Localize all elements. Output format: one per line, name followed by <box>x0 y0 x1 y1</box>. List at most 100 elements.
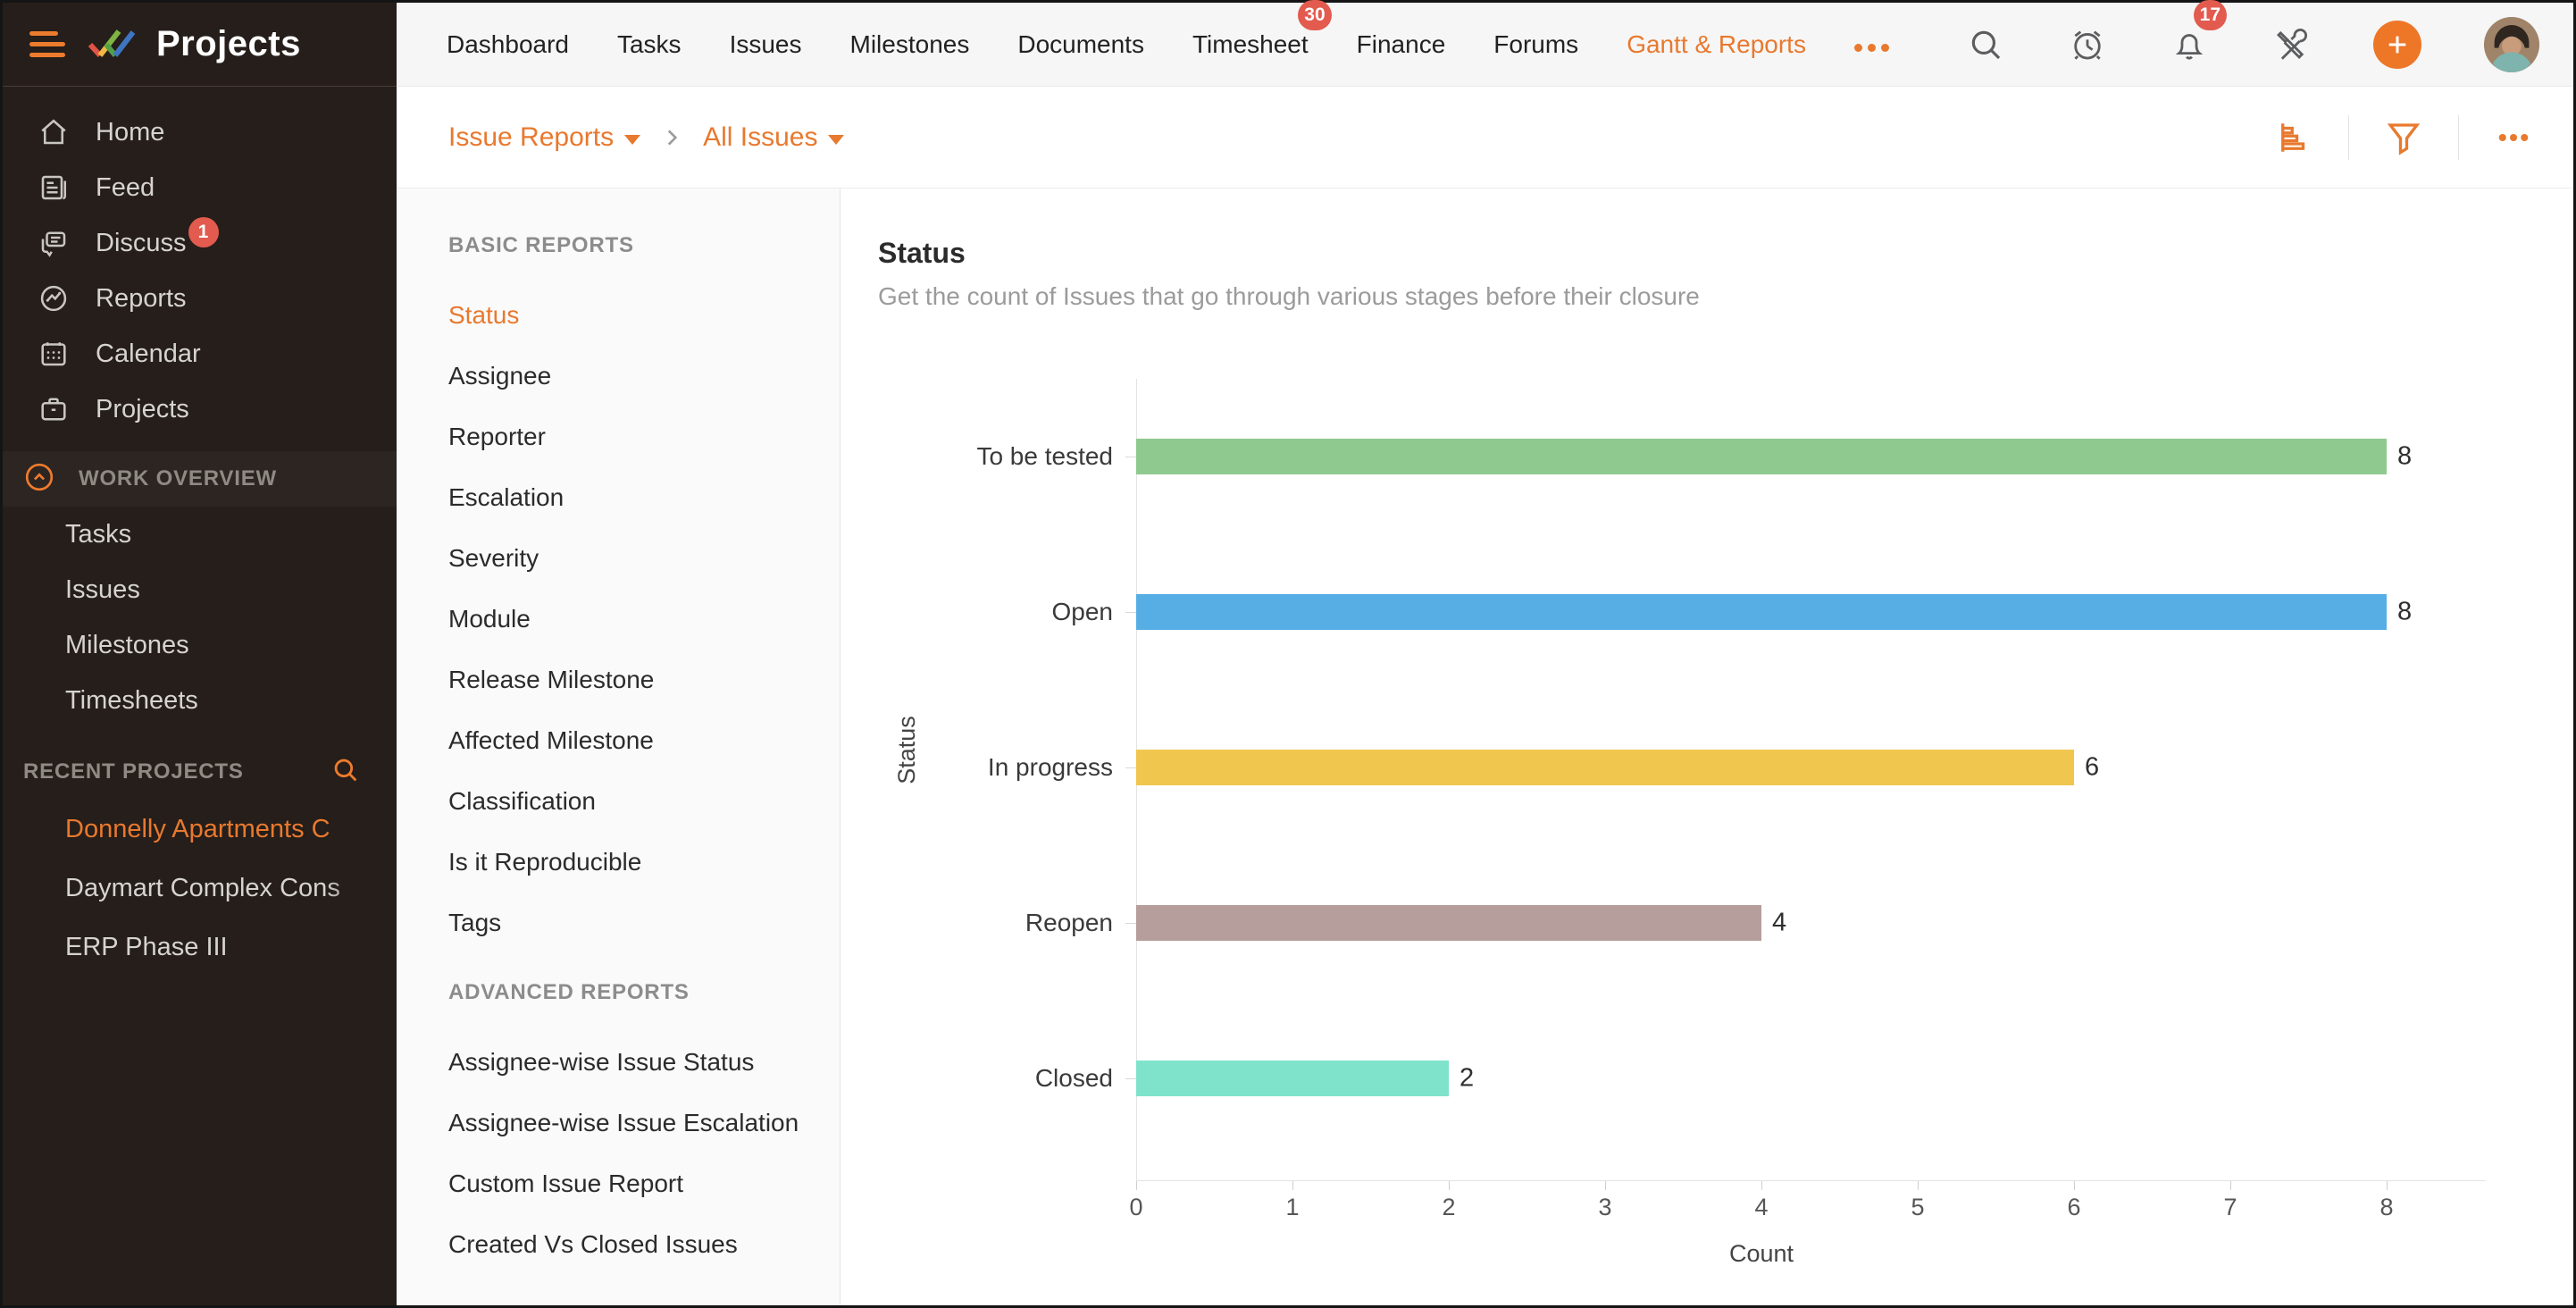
sidebar-item-home[interactable]: Home <box>3 105 397 160</box>
report-nav-assignee[interactable]: Assignee <box>448 362 552 390</box>
reports-icon <box>35 280 72 317</box>
nav-item-finance[interactable]: Finance <box>1357 30 1446 59</box>
toolbar-divider <box>2348 115 2349 160</box>
nav-item-timesheet[interactable]: Timesheet 30 <box>1192 0 1332 59</box>
sidebar-item-label: Home <box>96 117 165 147</box>
sidebar-item-tasks[interactable]: Tasks <box>3 507 397 562</box>
sidebar-item-issues[interactable]: Issues <box>3 562 397 617</box>
breadcrumb-level2-label: All Issues <box>703 122 818 152</box>
x-tick-mark <box>1292 1181 1293 1190</box>
bar-in-progress[interactable] <box>1136 750 2074 785</box>
bar-value-label: 8 <box>2397 597 2413 626</box>
x-tick-label: 6 <box>2067 1194 2081 1220</box>
add-button[interactable] <box>2373 20 2421 69</box>
report-nav-tags[interactable]: Tags <box>448 909 502 936</box>
bar-chart-view-icon[interactable] <box>2273 117 2314 158</box>
nav-item-label: Gantt & Reports <box>1627 29 1806 58</box>
report-nav-affected-milestone[interactable]: Affected Milestone <box>448 726 654 754</box>
sidebar-item-calendar[interactable]: Calendar <box>3 326 397 382</box>
chart-row-closed: Closed 2 <box>878 1001 2573 1156</box>
recent-project-donnelly-apartments-c[interactable]: Donnelly Apartments C <box>3 800 397 859</box>
report-nav-custom-issue-report[interactable]: Custom Issue Report <box>448 1170 683 1197</box>
project-label: ERP Phase III <box>65 932 228 961</box>
nav-item-milestones[interactable]: Milestones <box>850 30 970 59</box>
status-bar-chart: Status To be tested 8 Open 8 In progress 6 Reo… <box>878 379 2573 1288</box>
calendar-icon <box>35 335 72 373</box>
report-nav-created-vs-closed-issues[interactable]: Created Vs Closed Issues <box>448 1230 738 1258</box>
report-nav-module[interactable]: Module <box>448 605 531 633</box>
nav-item-label: Tasks <box>616 29 682 58</box>
breadcrumb-level1-label: Issue Reports <box>448 122 615 152</box>
report-nav-release-milestone[interactable]: Release Milestone <box>448 666 655 693</box>
search-icon[interactable] <box>1966 25 2005 64</box>
bar-track: 2 <box>1136 1061 2573 1096</box>
sidebar-item-projects[interactable]: Projects <box>3 382 397 437</box>
sidebar-item-label: Calendar <box>96 339 201 368</box>
x-tick-label: 3 <box>1598 1194 1612 1220</box>
report-nav-escalation[interactable]: Escalation <box>448 483 565 511</box>
reports-nav-panel: BASIC REPORTS Status Assignee Reporter Esca… <box>397 189 841 1305</box>
report-nav-status[interactable]: Status <box>448 301 520 329</box>
sidebar-logo-row: Projects <box>3 3 397 87</box>
tools-icon[interactable] <box>2271 25 2311 64</box>
bar-open[interactable] <box>1136 594 2387 630</box>
breadcrumb-all-issues[interactable]: All Issues <box>703 122 845 153</box>
project-search-icon[interactable] <box>330 755 364 789</box>
bar-closed[interactable] <box>1136 1061 1449 1096</box>
bar-track: 8 <box>1136 439 2573 474</box>
category-label: In progress <box>987 753 1113 781</box>
breadcrumb-chevron-icon <box>660 126 683 149</box>
report-nav-assignee-wise-issue-escalation[interactable]: Assignee-wise Issue Escalation <box>448 1109 799 1136</box>
filter-icon[interactable] <box>2383 117 2424 158</box>
recent-projects-header: RECENT PROJECTS <box>23 759 244 784</box>
sidebar-section-work-overview[interactable]: WORK OVERVIEW <box>3 451 397 507</box>
report-subtitle: Get the count of Issues that go through … <box>878 282 1700 310</box>
collapse-circle-chevron-icon[interactable] <box>23 461 59 497</box>
notifications-icon[interactable]: 17 <box>2170 0 2227 64</box>
bar-reopen[interactable] <box>1136 905 1761 941</box>
sidebar-item-reports[interactable]: Reports <box>3 271 397 326</box>
sidebar-item-label: Timesheets <box>65 685 198 715</box>
x-tick-label: 0 <box>1129 1194 1143 1220</box>
report-nav-classification[interactable]: Classification <box>448 787 596 815</box>
bar-to-be-tested[interactable] <box>1136 439 2387 474</box>
report-nav-assignee-wise-issue-status[interactable]: Assignee-wise Issue Status <box>448 1048 755 1076</box>
nav-item-label: Documents <box>1017 29 1144 58</box>
x-tick-label: 8 <box>2379 1194 2394 1220</box>
bar-value-label: 4 <box>1772 908 1787 937</box>
nav-item-gantt-reports[interactable]: Gantt & Reports <box>1627 30 1806 59</box>
sidebar-item-timesheets[interactable]: Timesheets <box>3 673 397 728</box>
nav-more-icon[interactable] <box>1853 37 1889 52</box>
nav-item-tasks[interactable]: Tasks <box>617 30 682 59</box>
advanced-reports-header: ADVANCED REPORTS <box>448 980 690 1004</box>
x-tick-label: 4 <box>1754 1194 1769 1220</box>
category-label: Open <box>1051 598 1114 625</box>
x-tick-label: 5 <box>1911 1194 1925 1220</box>
timer-icon[interactable] <box>2068 25 2107 64</box>
x-tick-mark <box>2074 1181 2075 1190</box>
bar-value-label: 6 <box>2085 752 2100 782</box>
project-label: Daymart Complex Cons <box>65 873 340 902</box>
nav-item-issues[interactable]: Issues <box>730 30 802 59</box>
sidebar-item-discuss[interactable]: Discuss 1 <box>3 215 397 271</box>
nav-item-forums[interactable]: Forums <box>1493 30 1578 59</box>
sidebar-item-label: Tasks <box>65 519 132 549</box>
nav-item-dashboard[interactable]: Dashboard <box>447 30 569 59</box>
report-nav-severity[interactable]: Severity <box>448 544 539 572</box>
top-right-icons: 17 <box>1966 0 2539 72</box>
report-nav-is-it-reproducible[interactable]: Is it Reproducible <box>448 848 642 876</box>
hamburger-menu-icon[interactable] <box>29 31 65 57</box>
recent-project-erp-phase-iii[interactable]: ERP Phase III <box>3 918 397 977</box>
recent-project-daymart-complex-cons[interactable]: Daymart Complex Cons <box>3 859 397 918</box>
nav-item-documents[interactable]: Documents <box>1017 30 1144 59</box>
sidebar-item-milestones[interactable]: Milestones <box>3 617 397 673</box>
discuss-badge: 1 <box>188 217 219 247</box>
breadcrumb-issue-reports[interactable]: Issue Reports <box>448 122 641 153</box>
sidebar-item-feed[interactable]: Feed <box>3 160 397 215</box>
report-nav-reporter[interactable]: Reporter <box>448 423 546 450</box>
more-options-icon[interactable] <box>2493 117 2534 158</box>
x-tick-mark <box>2387 1181 2388 1190</box>
x-tick-mark <box>1136 1181 1137 1190</box>
nav-item-label: Issues <box>729 29 802 58</box>
user-avatar[interactable] <box>2484 16 2539 72</box>
